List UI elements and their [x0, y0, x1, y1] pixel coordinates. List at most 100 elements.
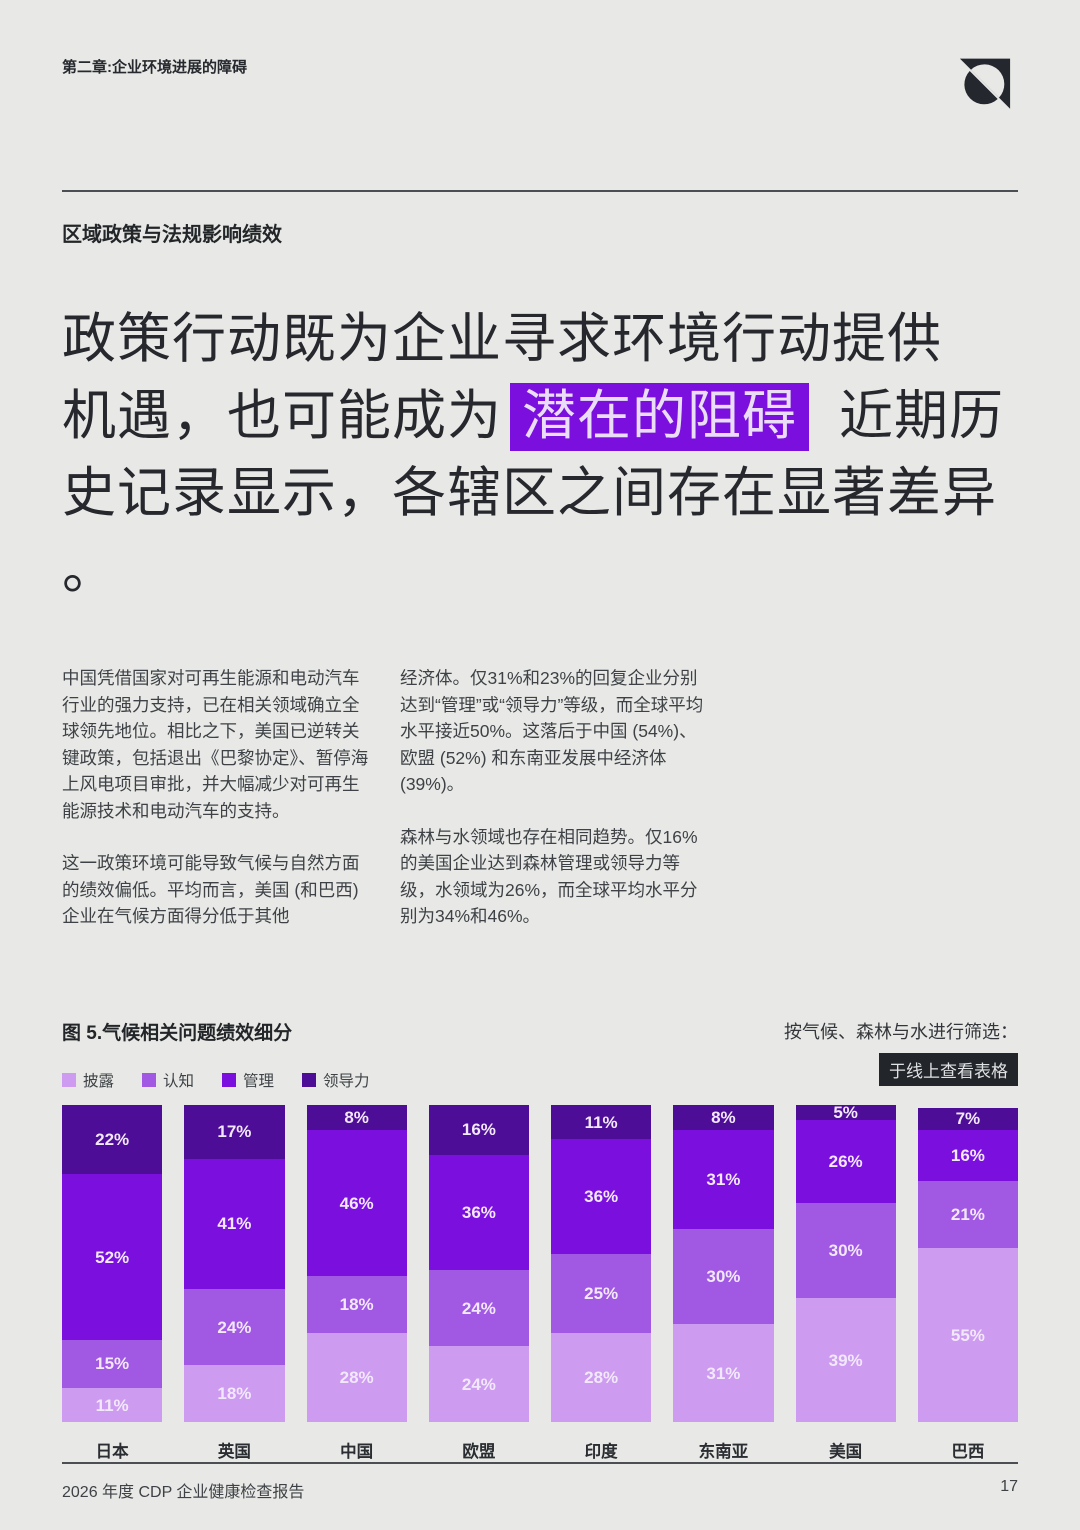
legend-swatch [222, 1072, 237, 1087]
headline-line-4: 。 [62, 540, 117, 600]
x-axis-label: 英国 [217, 1443, 251, 1462]
legend-item: 领导力 [302, 1069, 370, 1091]
bar-segment: 18% [184, 1365, 285, 1423]
bar-value-label: 31% [706, 1363, 741, 1383]
bar-value-label: 36% [461, 1203, 496, 1223]
bar-segment: 28% [551, 1333, 652, 1423]
headline-line-2-pre: 机遇，也可能成为 [62, 386, 502, 446]
bar-segment: 22% [62, 1104, 163, 1175]
bar-segment: 11% [62, 1387, 163, 1423]
bar-segment: 17% [184, 1104, 285, 1159]
bar-segment: 24% [428, 1269, 529, 1347]
legend-item: 认知 [142, 1069, 194, 1091]
page-footer: 2026 年度 CDP 企业健康检查报告 17 [62, 1462, 1018, 1530]
headline-line-2: 机遇，也可能成为 潜在的阻碍 近期历 [62, 378, 1018, 455]
legend-swatch [62, 1072, 76, 1087]
bar-segment: 18% [306, 1276, 407, 1334]
legend-label: 认知 [163, 1072, 195, 1090]
bar-column: 17% 41% 24% 18% [184, 1104, 285, 1423]
bar-value-label: 39% [828, 1350, 863, 1370]
chart-title: 图 5.气候相关问题绩效细分 [62, 1022, 293, 1044]
headline-line-1: 政策行动既为企业寻求环境行动提供 [62, 309, 942, 369]
bar-value-label: 7% [955, 1109, 981, 1129]
header-divider [62, 190, 1018, 192]
headline: 政策行动既为企业寻求环境行动提供 机遇，也可能成为 潜在的阻碍 近期历 史记录显示，… [62, 301, 1018, 609]
x-axis-label: 印度 [584, 1443, 618, 1462]
bar-value-label: 24% [461, 1298, 496, 1318]
x-axis-label: 巴西 [951, 1443, 985, 1462]
paragraph: 经济体。仅31%和23%的回复企业分别达到“管理”或“领导力”等级，而全球平均水… [400, 668, 704, 794]
bar-segment: 52% [62, 1174, 163, 1340]
view-table-online-link[interactable]: 于线上查看表格 [879, 1052, 1018, 1086]
bar-segment: 26% [795, 1120, 896, 1204]
legend-label: 管理 [243, 1072, 275, 1090]
bar-segment: 36% [551, 1139, 652, 1254]
footer-divider [62, 1462, 1018, 1465]
headline-line-3: 史记录显示，各辖区之间存在显著差异 [62, 463, 997, 523]
top-bar: 第二章:企业环境进展的障碍 [62, 52, 1018, 118]
bar-segment: 30% [673, 1228, 774, 1324]
paragraph: 森林与水领域也存在相同趋势。仅16%的美国企业达到森林管理或领导力等级，水领域为… [400, 826, 698, 927]
bar-column: 5% 26% 30% 39% [795, 1104, 896, 1423]
bar-value-label: 17% [217, 1122, 252, 1142]
bar-value-label: 30% [828, 1241, 863, 1261]
legend-swatch [302, 1072, 317, 1087]
bar-value-label: 25% [584, 1284, 619, 1304]
bar-value-label: 24% [217, 1317, 252, 1337]
stacked-bar-chart: 22% 52% 15% 11% 17% 41% 24% 18% 8% 46% 18% 28% 16% 36… [62, 1104, 1018, 1423]
bar-segment: 31% [673, 1323, 774, 1423]
bar-segment: 8% [306, 1104, 407, 1130]
legend-swatch [142, 1072, 157, 1087]
bar-segment: 15% [62, 1339, 163, 1388]
x-axis-label: 东南亚 [698, 1443, 749, 1462]
bar-column: 22% 52% 15% 11% [62, 1104, 163, 1423]
x-axis-label: 欧盟 [462, 1443, 496, 1462]
bar-value-label: 41% [217, 1214, 252, 1234]
legend-item: 管理 [222, 1069, 274, 1091]
bar-column: 7% 16% 21% 55% [917, 1105, 1018, 1423]
bar-segment: 28% [306, 1333, 407, 1423]
body-column-left: 中国凭借国家对可再生能源和电动汽车行业的强力支持，已在相关领域确立全球领先地位。… [62, 665, 376, 956]
footer-page-number: 17 [1000, 1478, 1018, 1496]
bar-value-label: 30% [706, 1266, 741, 1286]
bar-segment: 30% [795, 1203, 896, 1299]
paragraph: 中国凭借国家对可再生能源和电动汽车行业的强力支持，已在相关领域确立全球领先地位。… [62, 668, 369, 821]
bar-segment: 16% [917, 1129, 1018, 1181]
bar-value-label: 46% [339, 1193, 374, 1213]
x-axis-label: 中国 [340, 1443, 374, 1462]
bar-column: 11% 36% 25% 28% [551, 1104, 652, 1423]
filter-note: 按气候、森林与水进行筛选： [784, 1021, 1018, 1042]
bar-segment: 21% [917, 1180, 1018, 1248]
bar-value-label: 52% [95, 1247, 130, 1267]
bar-value-label: 11% [95, 1395, 129, 1415]
bar-segment: 25% [551, 1253, 652, 1334]
bar-value-label: 16% [950, 1145, 985, 1165]
bar-segment: 36% [428, 1155, 529, 1270]
paragraph: 这一政策环境可能导致气候与自然方面的绩效偏低。平均而言，美国 (和巴西) 企业在… [62, 853, 360, 926]
bar-value-label: 28% [339, 1368, 374, 1388]
x-axis-label: 美国 [829, 1443, 863, 1462]
bar-segment: 31% [673, 1129, 774, 1229]
bar-column: 16% 36% 24% 24% [428, 1104, 529, 1423]
legend-item: 披露 [62, 1069, 114, 1091]
bar-value-label: 8% [344, 1107, 369, 1127]
chart-header: 图 5.气候相关问题绩效细分 披露 认知 管理 领导力 按气候、森林与水进行筛选： 于… [62, 1018, 1018, 1091]
headline-line-2-post: 近期历 [839, 386, 1004, 446]
bar-value-label: 11% [584, 1112, 618, 1132]
legend-label: 领导力 [323, 1072, 370, 1090]
bar-value-label: 26% [828, 1152, 863, 1172]
footer-report-title: 2026 年度 CDP 企业健康检查报告 [62, 1484, 305, 1502]
bar-value-label: 24% [461, 1374, 496, 1394]
bar-value-label: 8% [711, 1107, 736, 1127]
bar-segment: 41% [184, 1158, 285, 1289]
chart-legend: 披露 认知 管理 领导力 [62, 1069, 370, 1091]
bar-value-label: 18% [339, 1295, 374, 1315]
body-column-right: 经济体。仅31%和23%的回复企业分别达到“管理”或“领导力”等级，而全球平均水… [400, 665, 714, 956]
bar-segment: 39% [795, 1298, 896, 1423]
bar-value-label: 55% [950, 1325, 985, 1345]
bar-value-label: 16% [461, 1120, 496, 1140]
bar-value-label: 31% [706, 1169, 741, 1189]
bar-segment: 55% [917, 1247, 1018, 1423]
bar-column: 8% 46% 18% 28% [306, 1104, 407, 1423]
cdp-logo [952, 52, 1018, 118]
